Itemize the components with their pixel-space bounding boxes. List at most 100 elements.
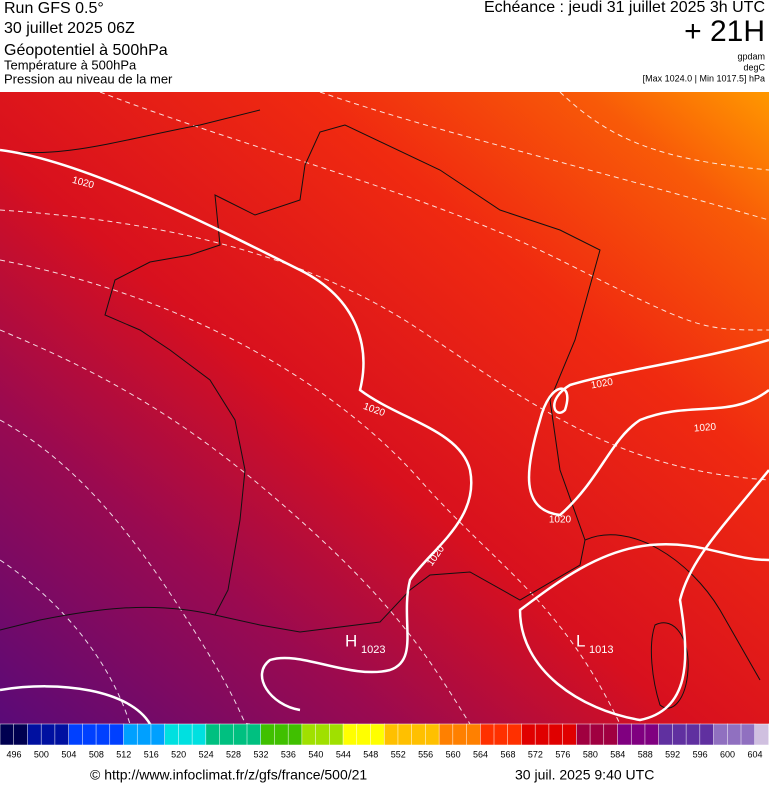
color-swatch	[164, 723, 180, 746]
color-swatch	[0, 723, 15, 746]
high-letter: H	[345, 631, 357, 650]
low-letter: L	[576, 631, 585, 650]
color-swatch	[534, 723, 550, 746]
subtitle: Pression au niveau de la mer	[4, 71, 173, 86]
color-swatch	[754, 723, 769, 746]
color-swatch	[630, 723, 646, 746]
run: Run GFS 0.5°	[4, 0, 104, 17]
colorbar-label: 588	[638, 749, 653, 759]
color-swatch	[713, 723, 729, 746]
color-swatch	[287, 723, 303, 746]
france	[104, 124, 601, 633]
color-swatch	[699, 723, 715, 746]
color-swatch	[150, 723, 166, 746]
colorbar-label: 524	[199, 749, 214, 759]
color-swatch	[466, 723, 482, 746]
color-swatch	[672, 723, 687, 746]
spain-coast	[0, 606, 216, 631]
isobar	[0, 685, 152, 724]
color-swatch	[397, 723, 413, 746]
isobar-label: 1020	[590, 377, 614, 392]
contour	[0, 209, 769, 481]
colorbar-label: 572	[528, 749, 543, 759]
color-swatch	[480, 723, 495, 746]
colorbar-label: 580	[583, 749, 598, 759]
color-swatch	[233, 723, 248, 746]
color-swatch	[260, 723, 276, 746]
color-swatch	[576, 723, 591, 746]
italy-coast	[584, 534, 761, 681]
color-swatch	[521, 723, 536, 746]
unit: gpdam	[737, 51, 765, 61]
colorbar-label: 604	[747, 749, 762, 759]
isobars	[0, 148, 769, 724]
contour	[0, 329, 471, 724]
color-swatch	[617, 723, 632, 746]
colorbar-label: 584	[610, 749, 625, 759]
valid-time: Echéance : jeudi 31 juillet 2025 3h UTC	[484, 0, 765, 16]
colorbar-label: 504	[61, 749, 76, 759]
isobar-label: 1020	[693, 422, 717, 435]
lead-time: + 21H	[684, 15, 765, 48]
color-swatch	[82, 723, 97, 746]
color-swatch	[109, 723, 125, 746]
color-swatch	[493, 723, 509, 746]
temperature-field	[0, 92, 769, 724]
colorbar-label: 520	[171, 749, 186, 759]
color-swatch	[274, 723, 289, 746]
isobar	[518, 469, 769, 722]
isobar	[527, 338, 769, 517]
title: Géopotentiel à 500hPa	[4, 42, 168, 59]
color-swatch	[54, 723, 70, 746]
color-swatch	[438, 723, 454, 746]
color-swatch	[370, 723, 385, 746]
colorbar-label: 600	[720, 749, 735, 759]
colorbar-label: 536	[281, 749, 296, 759]
corsica	[650, 622, 689, 709]
color-swatch	[246, 723, 262, 746]
timestamp: 30 juil. 2025 9:40 UTC	[515, 767, 654, 783]
color-swatch	[356, 723, 372, 746]
color-swatch	[589, 723, 605, 746]
colorbar-label: 592	[665, 749, 680, 759]
color-swatch	[548, 723, 564, 746]
color-swatch	[740, 723, 756, 746]
contour	[99, 92, 769, 331]
colorbar-label: 544	[336, 749, 351, 759]
contour	[0, 259, 621, 724]
isobar	[0, 148, 473, 712]
color-swatch	[219, 723, 235, 746]
colorbar-label: 556	[418, 749, 433, 759]
colorbar-label: 516	[144, 749, 159, 759]
color-swatch	[411, 723, 427, 746]
color-swatch	[342, 723, 358, 746]
color-swatch	[123, 723, 138, 746]
contour	[0, 559, 131, 724]
colorbar-label: 512	[116, 749, 131, 759]
colorbar-label: 560	[446, 749, 461, 759]
coastlines	[0, 109, 761, 709]
low-value: 1013	[589, 644, 613, 656]
color-swatch	[425, 723, 440, 746]
color-swatch	[40, 723, 56, 746]
color-swatch	[507, 723, 523, 746]
colorbar-label: 564	[473, 749, 488, 759]
colorbar-label: 528	[226, 749, 241, 759]
color-swatch	[205, 723, 221, 746]
colorbar-label: 548	[363, 749, 378, 759]
colorbar-label: 596	[693, 749, 708, 759]
contour	[319, 92, 769, 221]
map-area	[0, 92, 769, 724]
color-swatch	[329, 723, 344, 746]
color-swatch	[301, 723, 317, 746]
color-swatch	[658, 723, 674, 746]
color-swatch	[13, 723, 29, 746]
color-swatch	[685, 723, 701, 746]
source: © http://www.infoclimat.fr/z/gfs/france/…	[90, 767, 367, 783]
high-value: 1023	[361, 644, 385, 656]
color-swatch	[27, 723, 42, 746]
run-date: 30 juillet 2025 06Z	[4, 20, 135, 37]
color-swatch	[644, 723, 660, 746]
unit: degC	[743, 62, 765, 72]
